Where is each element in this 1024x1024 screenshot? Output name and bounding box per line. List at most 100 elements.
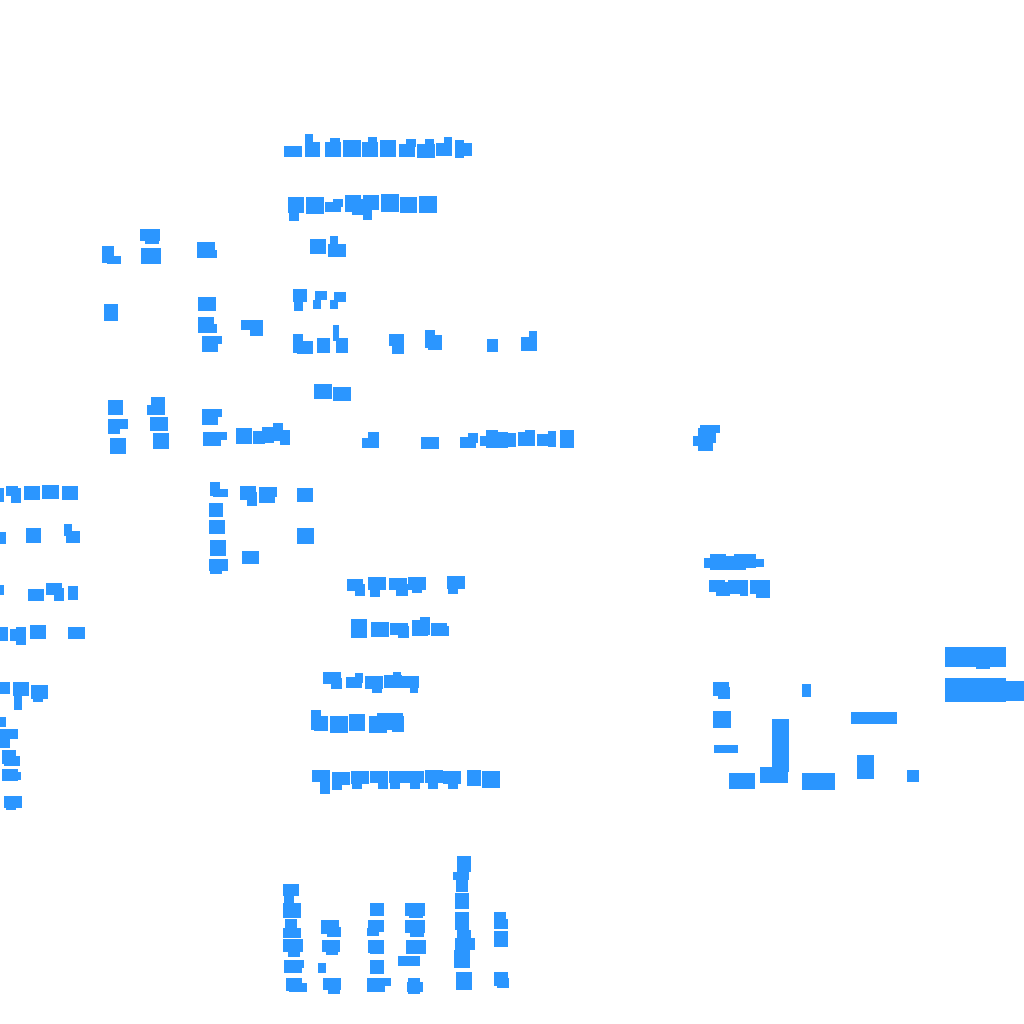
building-footprint	[400, 197, 417, 213]
building-footprint	[372, 681, 382, 693]
building-footprint	[497, 978, 509, 988]
building-footprint	[327, 927, 341, 937]
building-footprint	[273, 423, 283, 441]
building-footprint	[318, 963, 326, 973]
building-footprint	[209, 503, 223, 517]
building-footprint	[297, 528, 314, 544]
building-footprint	[141, 248, 161, 264]
building-footprint	[317, 338, 330, 353]
building-footprint	[410, 777, 420, 789]
building-footprint	[147, 405, 165, 415]
building-footprint	[976, 647, 990, 669]
building-footprint	[410, 681, 418, 693]
building-footprint	[328, 244, 346, 257]
building-footprint	[407, 982, 423, 992]
building-footprint	[529, 331, 537, 341]
building-footprint	[380, 140, 396, 157]
building-footprint	[11, 488, 21, 503]
building-footprint	[392, 716, 404, 732]
building-footprint	[108, 400, 123, 415]
building-footprint	[212, 336, 222, 344]
building-footprint	[729, 773, 755, 789]
building-footprint	[290, 960, 304, 968]
building-footprint	[716, 582, 730, 596]
building-footprint	[107, 256, 121, 264]
building-footprint	[330, 138, 340, 146]
building-footprint	[370, 944, 384, 954]
building-footprint	[0, 488, 4, 502]
building-footprint	[333, 325, 339, 341]
building-footprint	[151, 397, 165, 409]
building-footprint	[419, 196, 437, 213]
building-footprint	[297, 488, 313, 502]
building-footprint	[28, 589, 44, 601]
building-footprint	[714, 745, 738, 753]
building-footprint	[851, 712, 897, 724]
building-footprint	[54, 588, 64, 601]
building-footprint	[772, 719, 789, 772]
building-footprint	[330, 300, 338, 309]
building-footprint	[346, 677, 362, 688]
building-footprint	[381, 194, 399, 212]
building-footprint	[289, 983, 307, 992]
building-footprint	[428, 335, 442, 350]
building-footprint	[0, 627, 8, 641]
building-footprint	[740, 580, 748, 596]
building-footprint	[487, 339, 498, 352]
building-footprint	[412, 943, 424, 951]
building-footprint	[502, 433, 516, 447]
building-footprint	[494, 919, 508, 929]
building-footprint	[494, 931, 508, 947]
building-footprint	[210, 409, 222, 417]
building-footprint	[330, 716, 348, 733]
building-footprint	[66, 531, 80, 543]
building-footprint	[455, 938, 475, 950]
building-footprint	[425, 139, 434, 148]
building-footprint	[352, 199, 364, 215]
building-footprint	[991, 678, 1006, 702]
building-footprint	[467, 770, 481, 786]
building-footprint	[756, 586, 770, 598]
building-footprint	[315, 291, 327, 300]
building-footprint	[713, 711, 731, 728]
building-footprint	[945, 647, 961, 667]
building-footprint	[420, 617, 430, 635]
building-footprint	[284, 893, 294, 903]
building-footprint	[560, 430, 574, 448]
building-footprint	[802, 773, 835, 790]
building-footprint	[710, 554, 726, 570]
building-footprint	[961, 678, 977, 702]
building-footprint	[436, 143, 452, 156]
building-footprint	[153, 433, 169, 449]
building-footprint	[209, 520, 225, 534]
building-footprint	[14, 695, 22, 710]
building-footprint	[247, 492, 257, 506]
building-footprint	[368, 432, 379, 448]
building-footprint	[454, 950, 470, 968]
building-footprint	[455, 140, 464, 158]
building-footprint	[0, 585, 4, 595]
building-footprint	[42, 485, 59, 499]
building-footprint	[294, 300, 303, 311]
building-footprint	[215, 432, 227, 440]
building-footprint	[370, 583, 380, 597]
building-footprint	[718, 687, 730, 699]
building-footprint	[706, 431, 716, 443]
building-footprint	[33, 690, 43, 702]
building-footprint	[0, 717, 6, 727]
building-footprint	[16, 627, 26, 645]
building-footprint	[455, 912, 469, 930]
building-footprint	[945, 678, 961, 702]
building-footprint	[460, 143, 472, 156]
building-footprint	[328, 982, 340, 994]
building-footprint	[306, 197, 324, 214]
building-footprint	[370, 903, 384, 916]
building-footprint	[283, 903, 301, 918]
building-footprint	[314, 384, 332, 399]
building-footprint	[351, 619, 367, 638]
building-footprint	[262, 427, 274, 443]
building-footprint	[236, 428, 252, 444]
building-footprint	[297, 341, 313, 354]
building-footprint	[444, 137, 452, 145]
building-footprint	[330, 236, 338, 245]
